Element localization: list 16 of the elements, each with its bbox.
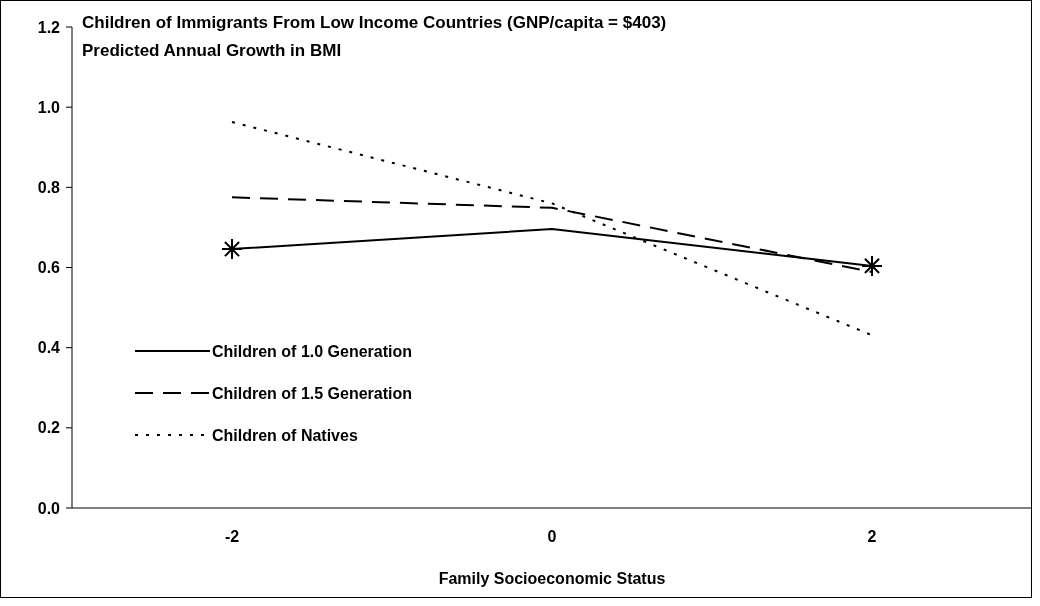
y-tick-label: 1.2 (37, 18, 61, 36)
legend-label: Children of 1.5 Generation (212, 384, 413, 402)
x-tick-label: 0 (547, 528, 557, 545)
legend-label: Children of 1.0 Generation (212, 342, 413, 360)
y-tick-label: 0.2 (37, 419, 61, 437)
x-axis-title: Family Socioeconomic Status (438, 570, 666, 587)
text: Predicted Annual Growth in BMI (82, 41, 342, 60)
y-tick-label: 0.6 (37, 259, 61, 277)
y-tick-label: 0.0 (37, 499, 61, 517)
y-tick-label: 1.0 (37, 98, 61, 116)
y-tick-label: 0.4 (37, 339, 61, 357)
y-tick-label: 0.8 (37, 178, 61, 196)
x-tick-label: -2 (224, 528, 240, 545)
legend-label: Children of Natives (212, 426, 358, 444)
x-tick-label: 2 (867, 528, 877, 545)
chart-title: Children of Immigrants From Low Income Countries (GNP/capita = $403) (82, 13, 667, 32)
